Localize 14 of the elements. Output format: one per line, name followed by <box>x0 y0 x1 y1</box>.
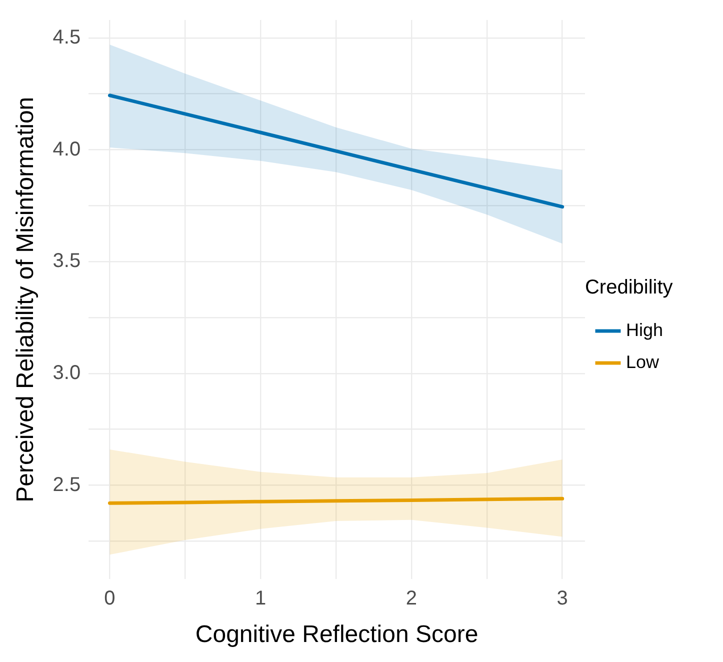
x-tick-label: 3 <box>556 588 568 610</box>
y-tick-label: 3.5 <box>52 250 81 272</box>
y-tick-label: 2.5 <box>52 474 81 496</box>
legend-title: Credibility <box>584 276 673 299</box>
legend-label: Low <box>626 352 660 372</box>
x-tick-label: 1 <box>255 588 266 610</box>
y-tick-label: 4.0 <box>52 138 81 160</box>
x-tick-label: 2 <box>406 588 418 610</box>
legend-label: High <box>626 320 664 340</box>
x-tick-label: 0 <box>104 588 116 610</box>
y-tick-label: 3.0 <box>52 362 81 384</box>
x-axis-title: Cognitive Reflection Score <box>195 621 478 648</box>
y-axis-title: Perceived Reliability of Misinformation <box>12 96 40 502</box>
y-tick-label: 4.5 <box>52 26 81 48</box>
